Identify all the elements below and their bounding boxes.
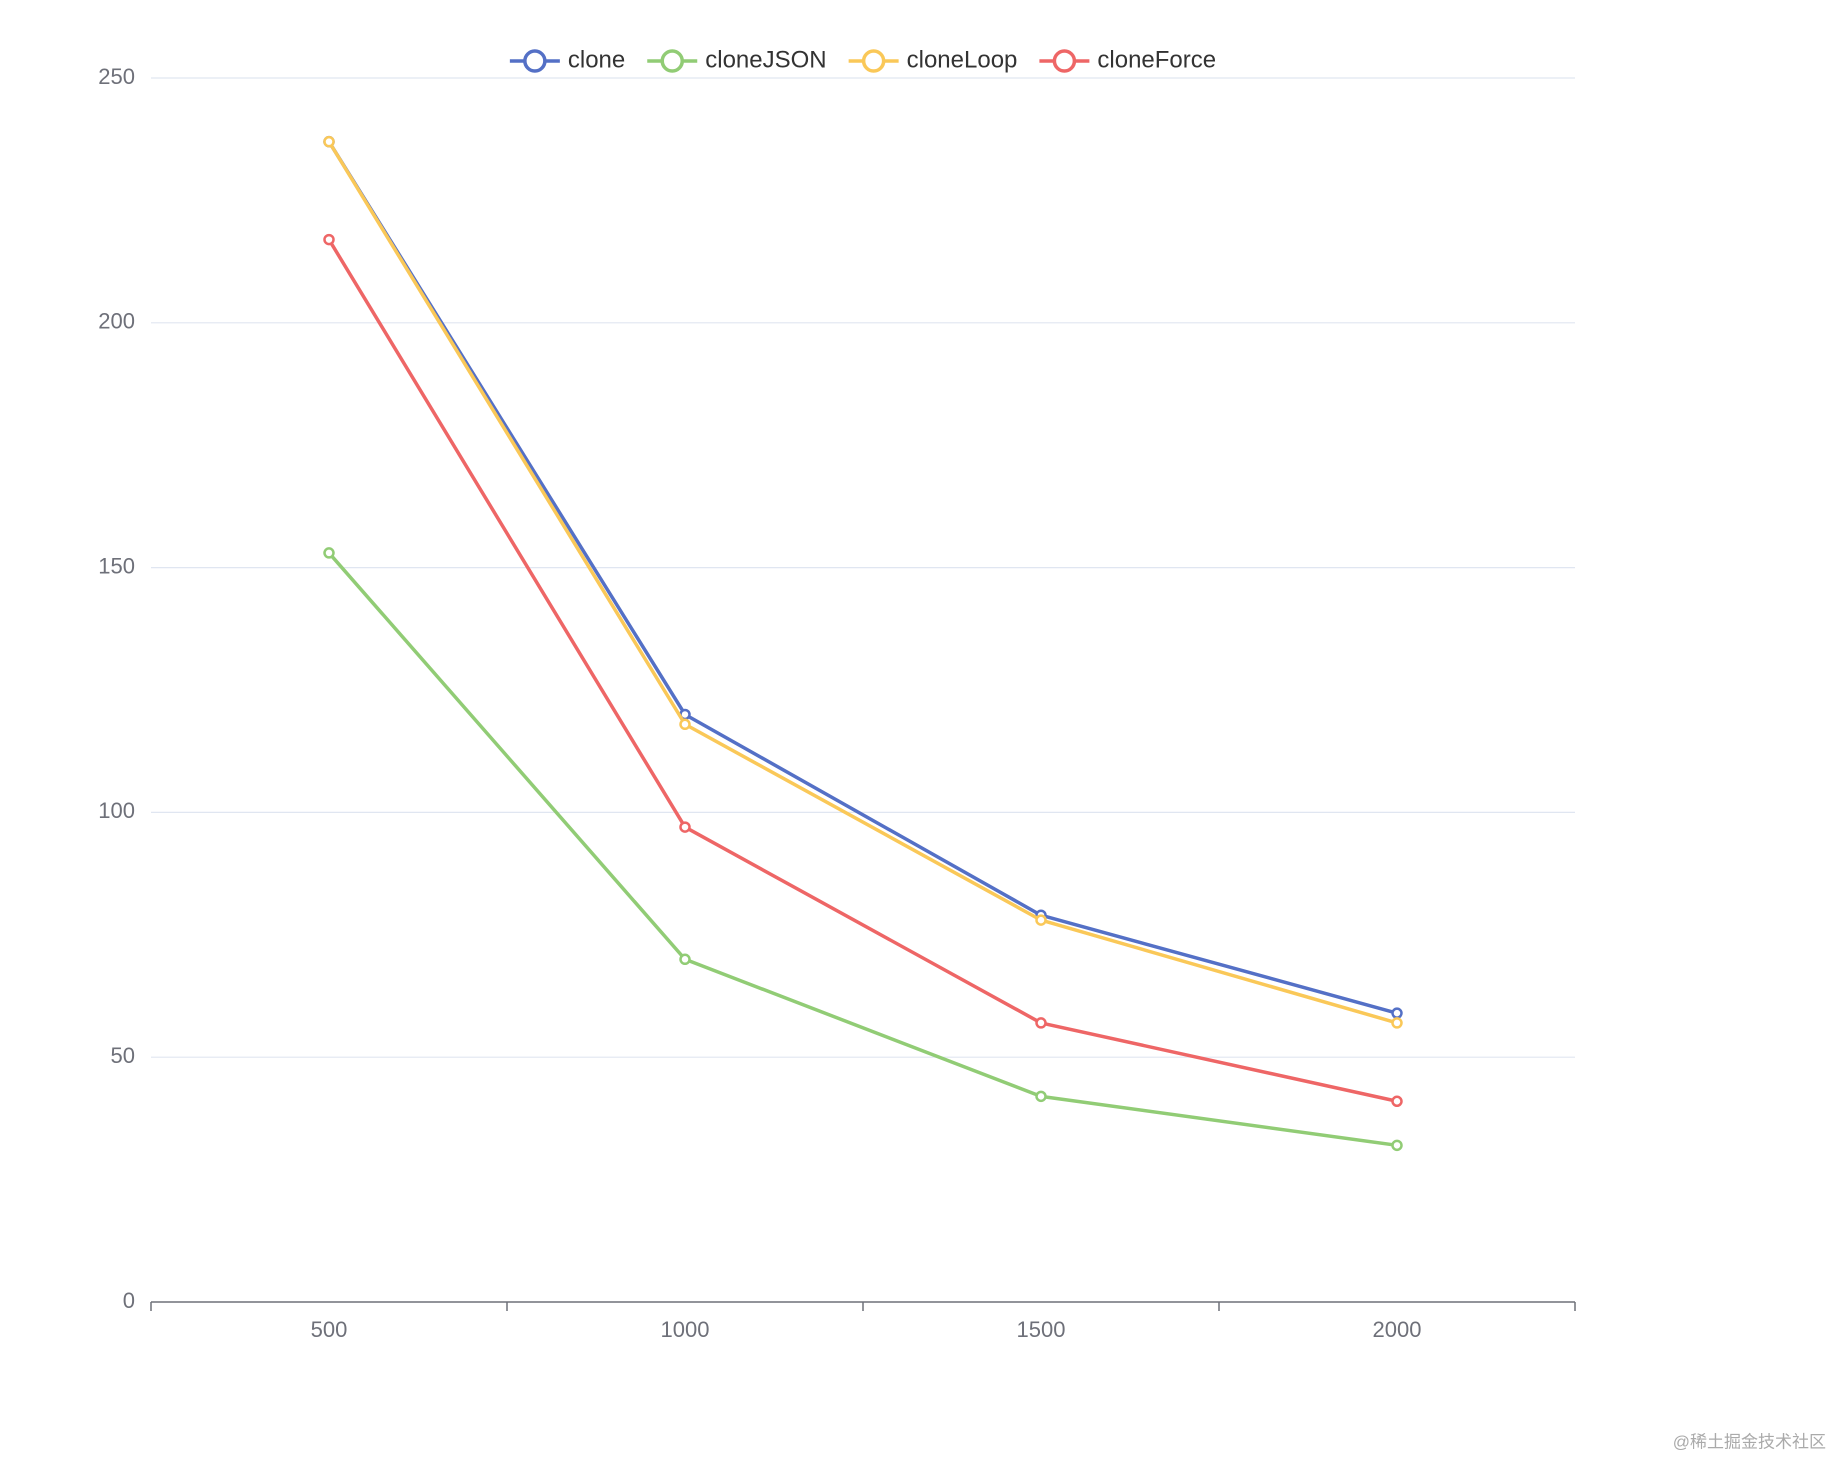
data-point <box>1035 914 1047 926</box>
y-tick-label: 100 <box>98 798 135 823</box>
legend-label: cloneForce <box>1097 46 1216 73</box>
y-tick-label: 50 <box>111 1043 135 1068</box>
data-point <box>1391 1139 1403 1152</box>
series-line <box>327 238 1398 1103</box>
data-point <box>1391 1095 1403 1108</box>
x-tick-label: 1500 <box>1017 1317 1066 1342</box>
legend-label: clone <box>568 46 625 73</box>
series-line <box>327 140 1398 1025</box>
data-point <box>679 821 691 833</box>
data-point <box>679 718 691 731</box>
series-line <box>327 551 1398 1148</box>
x-tick-label: 2000 <box>1373 1317 1422 1342</box>
data-point <box>1391 1007 1403 1019</box>
data-point <box>679 953 691 966</box>
x-tick-label: 500 <box>311 1317 348 1342</box>
data-point <box>323 547 335 559</box>
legend-marker <box>861 49 886 73</box>
y-tick-label: 150 <box>98 553 135 578</box>
y-tick-label: 200 <box>98 309 135 334</box>
data-point <box>1035 1090 1047 1103</box>
data-point <box>323 233 335 246</box>
legend-label: cloneLoop <box>907 46 1018 73</box>
x-tick-label: 1000 <box>661 1317 710 1342</box>
legend-marker <box>660 49 684 73</box>
data-point <box>1035 1017 1047 1029</box>
series-line <box>327 140 1398 1015</box>
y-tick-label: 0 <box>123 1288 135 1313</box>
legend-marker <box>1052 49 1077 73</box>
data-point <box>323 135 335 148</box>
watermark: @稀土掘金技术社区 <box>1673 1432 1826 1451</box>
y-tick-label: 250 <box>98 64 135 89</box>
legend-marker <box>523 49 547 73</box>
data-point <box>1391 1017 1403 1029</box>
legend-label: cloneJSON <box>705 46 826 73</box>
